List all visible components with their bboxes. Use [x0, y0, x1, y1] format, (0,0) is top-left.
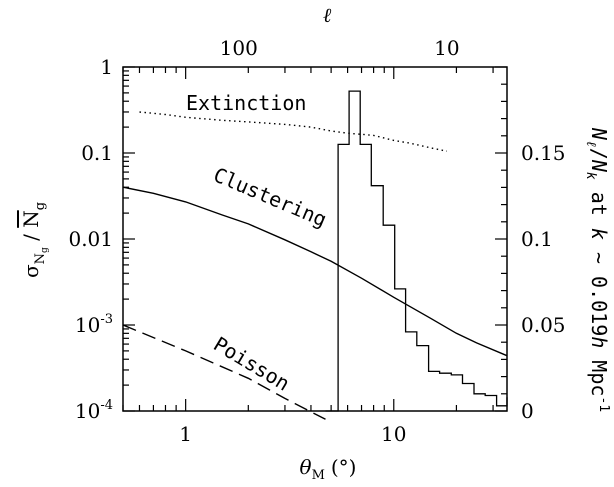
right-tick-label: 0.1 — [521, 227, 553, 251]
x-axis-title: θM (°) — [300, 455, 357, 483]
series-poisson — [122, 324, 326, 420]
plot-frame — [122, 66, 508, 412]
right-tick-label: 0.05 — [521, 313, 566, 337]
x-title-unit: (°) — [331, 455, 357, 479]
y-tick-label: 0.1 — [81, 141, 113, 165]
x-tick-label: 1 — [179, 422, 192, 446]
x-tick-label: 10 — [381, 422, 406, 446]
y-title-n: N — [19, 210, 43, 228]
top-tick-label: 100 — [220, 36, 258, 60]
right-axis-title: Nℓ/Nk at k ~ 0.019h Mpc-1 — [583, 127, 611, 412]
top-tick-label: 10 — [434, 36, 459, 60]
x-title-theta: θ — [300, 455, 312, 479]
y-title-subsub: g — [40, 247, 50, 253]
annotation-poisson: Poisson — [209, 332, 294, 396]
series-extinction — [139, 111, 448, 152]
y-tick-label: 0.01 — [68, 227, 113, 251]
series-clustering — [122, 186, 508, 357]
y-title-sub: N — [33, 253, 48, 264]
y-axis-title: σNg / Ng — [19, 202, 50, 278]
right-tick-label: 0 — [521, 399, 534, 423]
y-tick-label: 10-3 — [75, 312, 113, 337]
annotation-extinction: Extinction — [186, 91, 306, 115]
y-title-n-sub: g — [33, 202, 48, 210]
series-histogram — [325, 90, 508, 412]
annotation-clustering: Clustering — [210, 163, 330, 232]
top-axis-title: ℓ — [323, 3, 332, 27]
y-tick-label: 10-4 — [75, 398, 113, 423]
x-title-sub: M — [312, 468, 325, 483]
series-layer — [122, 90, 508, 420]
y-title-sigma: σ — [19, 264, 43, 278]
y-tick-label: 1 — [100, 55, 113, 79]
right-tick-label: 0.15 — [521, 141, 566, 165]
